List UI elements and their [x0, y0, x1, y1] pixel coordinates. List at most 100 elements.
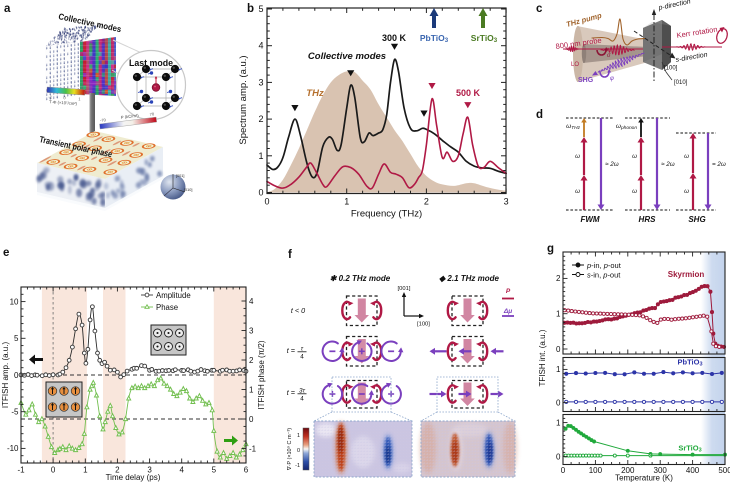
svg-text:Temperature (K): Temperature (K)	[615, 474, 673, 483]
svg-text:∇·P (×10⁹ C m⁻³): ∇·P (×10⁹ C m⁻³)	[286, 428, 293, 471]
svg-text:2: 2	[115, 466, 120, 475]
svg-text:b: b	[247, 3, 254, 15]
svg-text:0: 0	[63, 95, 66, 100]
svg-text:LO: LO	[571, 62, 579, 68]
svg-text:-10: -10	[7, 444, 19, 453]
svg-text:ω: ω	[684, 188, 689, 195]
svg-text:ω: ω	[632, 188, 637, 195]
svg-text:Phase: Phase	[156, 303, 178, 312]
svg-text:d: d	[536, 109, 543, 121]
svg-text:Skyrmion: Skyrmion	[668, 270, 705, 279]
svg-text:4: 4	[300, 354, 304, 361]
svg-text:3τ: 3τ	[299, 388, 306, 395]
svg-text:Collective modes: Collective modes	[308, 51, 386, 62]
svg-text:t =: t =	[287, 346, 295, 355]
svg-text:≈ 2ω: ≈ 2ω	[605, 161, 619, 168]
svg-text:c: c	[536, 3, 543, 15]
svg-text:[100]: [100]	[664, 66, 678, 72]
svg-text:0: 0	[556, 398, 561, 407]
svg-text:5: 5	[14, 334, 19, 343]
svg-text:P (kC/m²): P (kC/m²)	[121, 113, 140, 120]
svg-text:SHG: SHG	[688, 215, 705, 224]
svg-text:1: 1	[556, 365, 561, 374]
svg-text:THz: THz	[306, 88, 324, 99]
svg-text:σ: σ	[607, 53, 611, 59]
svg-text:[010]: [010]	[184, 188, 192, 192]
svg-text:500 K: 500 K	[456, 88, 481, 98]
svg-text:0: 0	[264, 197, 269, 207]
svg-text:0: 0	[14, 371, 19, 380]
svg-text:0: 0	[556, 345, 561, 354]
svg-text:≈ 2ω: ≈ 2ω	[661, 161, 675, 168]
svg-text:-70: -70	[100, 117, 107, 123]
svg-text:-1: -1	[48, 94, 53, 99]
svg-text:[001]: [001]	[398, 286, 411, 292]
svg-text:2: 2	[249, 356, 254, 365]
svg-text:t =: t =	[287, 388, 295, 397]
svg-text:HRS: HRS	[639, 215, 657, 224]
svg-text:1: 1	[258, 151, 263, 161]
svg-text:1: 1	[297, 433, 300, 439]
svg-text:Δμ: Δμ	[503, 308, 512, 315]
svg-text:4: 4	[179, 466, 184, 475]
svg-text:1: 1	[78, 96, 81, 101]
svg-text:100: 100	[589, 466, 603, 475]
svg-text:p-in, p-out: p-in, p-out	[586, 261, 622, 270]
svg-text:Kerr rotation: Kerr rotation	[676, 25, 718, 40]
svg-text:ω: ω	[632, 153, 637, 160]
svg-text:PbTiO3: PbTiO3	[420, 33, 449, 44]
svg-text:2: 2	[556, 274, 561, 283]
svg-text:s-in, p-out: s-in, p-out	[587, 271, 621, 280]
svg-text:ωphonon: ωphonon	[616, 123, 637, 131]
svg-text:e: e	[3, 247, 9, 259]
svg-text:500: 500	[718, 466, 730, 475]
svg-text:✱ 0.2 THz mode: ✱ 0.2 THz mode	[330, 274, 391, 283]
svg-text:Time delay (ps): Time delay (ps)	[106, 473, 161, 482]
svg-text:φ: φ	[610, 76, 614, 82]
svg-text:P: P	[506, 288, 511, 295]
svg-text:0: 0	[556, 452, 561, 461]
svg-text:2: 2	[424, 197, 429, 207]
svg-text:4: 4	[249, 297, 254, 306]
svg-text:0: 0	[297, 448, 300, 454]
svg-text:70: 70	[149, 111, 155, 117]
svg-text:5: 5	[258, 4, 263, 14]
svg-text:SrTiO3: SrTiO3	[678, 444, 701, 454]
svg-text:0: 0	[258, 188, 263, 198]
svg-text:T·Φ (×10⁷/cm²): T·Φ (×10⁷/cm²)	[49, 99, 78, 106]
svg-text:Frequency (THz): Frequency (THz)	[351, 209, 422, 220]
svg-text:300 K: 300 K	[382, 33, 407, 43]
svg-text:4: 4	[258, 41, 263, 51]
svg-text:3: 3	[504, 197, 509, 207]
svg-text:PbTiO3: PbTiO3	[677, 358, 702, 368]
svg-text:1: 1	[83, 466, 88, 475]
svg-text:Amplitude: Amplitude	[156, 291, 191, 300]
svg-text:SrTiO3: SrTiO3	[471, 33, 498, 44]
svg-text:FWM: FWM	[580, 215, 599, 224]
svg-text:6: 6	[244, 466, 249, 475]
svg-text:[100]: [100]	[417, 322, 430, 328]
svg-text:[001]: [001]	[176, 174, 184, 178]
svg-text:Last mode: Last mode	[129, 58, 173, 68]
svg-text:-1: -1	[249, 444, 257, 453]
svg-text:SHG: SHG	[578, 77, 594, 84]
svg-text:ω: ω	[575, 153, 580, 160]
svg-text:TFISH int. (a.u.): TFISH int. (a.u.)	[538, 329, 547, 386]
svg-text:3: 3	[147, 466, 152, 475]
svg-text:1: 1	[249, 385, 254, 394]
svg-text:1: 1	[556, 310, 561, 319]
svg-text:400: 400	[686, 466, 700, 475]
svg-text:ITFISH amp. (a.u.): ITFISH amp. (a.u.)	[1, 342, 10, 409]
svg-text:3: 3	[249, 326, 254, 335]
svg-text:g: g	[547, 243, 554, 255]
svg-text:f: f	[288, 249, 292, 261]
svg-text:2: 2	[258, 114, 263, 124]
svg-text:0: 0	[51, 466, 56, 475]
svg-text:4: 4	[300, 396, 304, 403]
svg-text:t < 0: t < 0	[291, 306, 305, 315]
svg-text:ωTHz: ωTHz	[566, 123, 580, 131]
svg-text:200: 200	[621, 466, 635, 475]
svg-text:-1: -1	[17, 466, 25, 475]
svg-text:τ: τ	[301, 346, 304, 353]
svg-text:3: 3	[258, 77, 263, 87]
